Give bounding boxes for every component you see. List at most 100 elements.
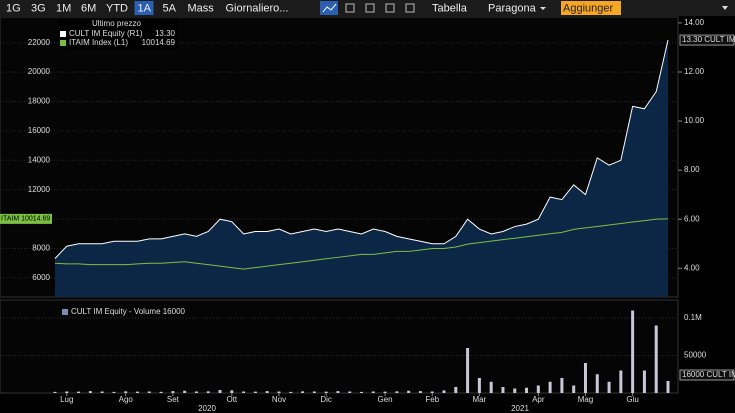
volume-bar bbox=[171, 391, 175, 393]
volume-bar bbox=[253, 391, 257, 393]
volume-bar bbox=[666, 381, 670, 393]
volume-bar bbox=[312, 391, 316, 393]
y2-tick-label: 8.00 bbox=[684, 165, 700, 174]
x-tick-label: Feb bbox=[425, 395, 439, 404]
side-label: 16000 CULT IM bbox=[682, 370, 735, 379]
volume-bar bbox=[206, 391, 210, 393]
legend-value: 10014.69 bbox=[142, 38, 176, 47]
volume-bar bbox=[642, 370, 646, 393]
volume-bar bbox=[525, 387, 529, 393]
tool-icon[interactable] bbox=[365, 3, 375, 13]
volume-bar bbox=[560, 378, 564, 393]
y-tick-label: 18000 bbox=[28, 97, 51, 106]
volume-bar bbox=[301, 391, 305, 393]
y-tick-label: 22000 bbox=[28, 38, 51, 47]
y2-tick-label: 4.00 bbox=[684, 263, 700, 272]
volume-bar bbox=[183, 390, 187, 393]
volume-bar bbox=[65, 391, 69, 393]
y2-tick-label: 6.00 bbox=[684, 214, 700, 223]
volume-bar bbox=[218, 390, 222, 393]
link[interactable]: Paragona bbox=[488, 2, 537, 14]
volume-bar bbox=[371, 391, 375, 393]
add-input[interactable]: Aggiunger bbox=[563, 2, 613, 14]
link[interactable]: Tabella bbox=[432, 2, 468, 14]
range-button[interactable]: 6M bbox=[81, 2, 96, 14]
side-box bbox=[679, 34, 735, 46]
volume-bar bbox=[360, 391, 363, 393]
year-label: 2021 bbox=[511, 404, 529, 413]
volume-bar bbox=[159, 391, 163, 393]
x-tick-label: Ott bbox=[226, 395, 237, 404]
volume-bar bbox=[112, 391, 116, 393]
toolbar bbox=[0, 0, 735, 16]
line bbox=[54, 39, 669, 259]
range-button[interactable]: YTD bbox=[106, 2, 128, 14]
y2-tick-label: 10.00 bbox=[684, 116, 705, 125]
volume-bar bbox=[348, 391, 352, 393]
y2-tick-label: 14.00 bbox=[684, 18, 705, 27]
x-tick-label: Nov bbox=[272, 395, 286, 404]
area bbox=[55, 40, 668, 298]
volume-bar bbox=[654, 325, 658, 393]
legend bbox=[58, 19, 178, 49]
range-button[interactable]: Giornaliero... bbox=[226, 2, 289, 14]
volume-bar bbox=[442, 390, 446, 393]
range-button[interactable]: 3G bbox=[31, 2, 46, 14]
volume-bar bbox=[136, 391, 140, 393]
volume-bar bbox=[336, 391, 340, 393]
x-tick-label: Gen bbox=[378, 395, 393, 404]
add-box bbox=[561, 1, 621, 15]
volume-bar bbox=[631, 310, 635, 393]
volume-bar bbox=[194, 391, 198, 393]
side-label: ITAIM 10014.69 bbox=[1, 216, 50, 223]
side-box bbox=[0, 213, 52, 224]
x-tick-label: Dic bbox=[320, 395, 332, 404]
volume-bar bbox=[395, 391, 399, 393]
tool-icon[interactable] bbox=[385, 3, 395, 13]
volume-bar bbox=[619, 370, 623, 393]
legend-value: 13.30 bbox=[155, 29, 176, 38]
volume-bar bbox=[548, 381, 552, 393]
x-tick-label: Lug bbox=[60, 395, 73, 404]
y-tick-label: 12000 bbox=[28, 185, 51, 194]
range-button[interactable]: 1G bbox=[6, 2, 21, 14]
range-button[interactable]: Mass bbox=[188, 2, 215, 14]
volume-bar bbox=[418, 391, 422, 393]
volume-bar bbox=[536, 385, 540, 393]
volume-bar bbox=[477, 378, 481, 393]
volume-bar bbox=[607, 381, 611, 393]
volume-bar bbox=[572, 385, 576, 393]
volume-bar bbox=[265, 391, 269, 393]
legend-entry: CULT IM Equity - Volume 16000 bbox=[71, 307, 186, 316]
volume-bar bbox=[583, 363, 587, 393]
volume-bar bbox=[324, 391, 328, 393]
x-tick-label: Ago bbox=[119, 395, 134, 404]
tool-icon[interactable] bbox=[405, 3, 415, 13]
x-tick-label: Mar bbox=[472, 395, 486, 404]
volume-bar bbox=[595, 374, 599, 393]
volume-bar bbox=[230, 390, 234, 393]
volume-bar bbox=[501, 387, 505, 393]
volume-bar bbox=[430, 391, 434, 393]
range-button[interactable]: 1M bbox=[56, 2, 71, 14]
volume-bar bbox=[88, 391, 92, 393]
legend-title: Ultimo prezzo bbox=[92, 19, 141, 28]
dropdown bbox=[540, 7, 546, 10]
active-button bbox=[134, 1, 154, 15]
side-label: 13.30 CULT IM bbox=[682, 35, 735, 44]
volume-bar bbox=[383, 391, 387, 393]
range-button[interactable]: 1A bbox=[138, 2, 152, 14]
legend-entry: CULT IM Equity (R1) bbox=[69, 29, 143, 38]
volume-bar bbox=[466, 348, 470, 393]
tool-icon[interactable] bbox=[345, 3, 355, 13]
volume-bar bbox=[100, 391, 104, 393]
menu bbox=[722, 6, 728, 10]
x-tick-label: Giu bbox=[626, 395, 638, 404]
legend-swatch bbox=[60, 31, 66, 37]
range-button[interactable]: 5A bbox=[163, 2, 177, 14]
x-tick-label: Mag bbox=[578, 395, 594, 404]
volume-bar bbox=[53, 391, 57, 393]
y2-tick-label: 12.00 bbox=[684, 67, 705, 76]
y-tick-label: 8000 bbox=[32, 244, 50, 253]
